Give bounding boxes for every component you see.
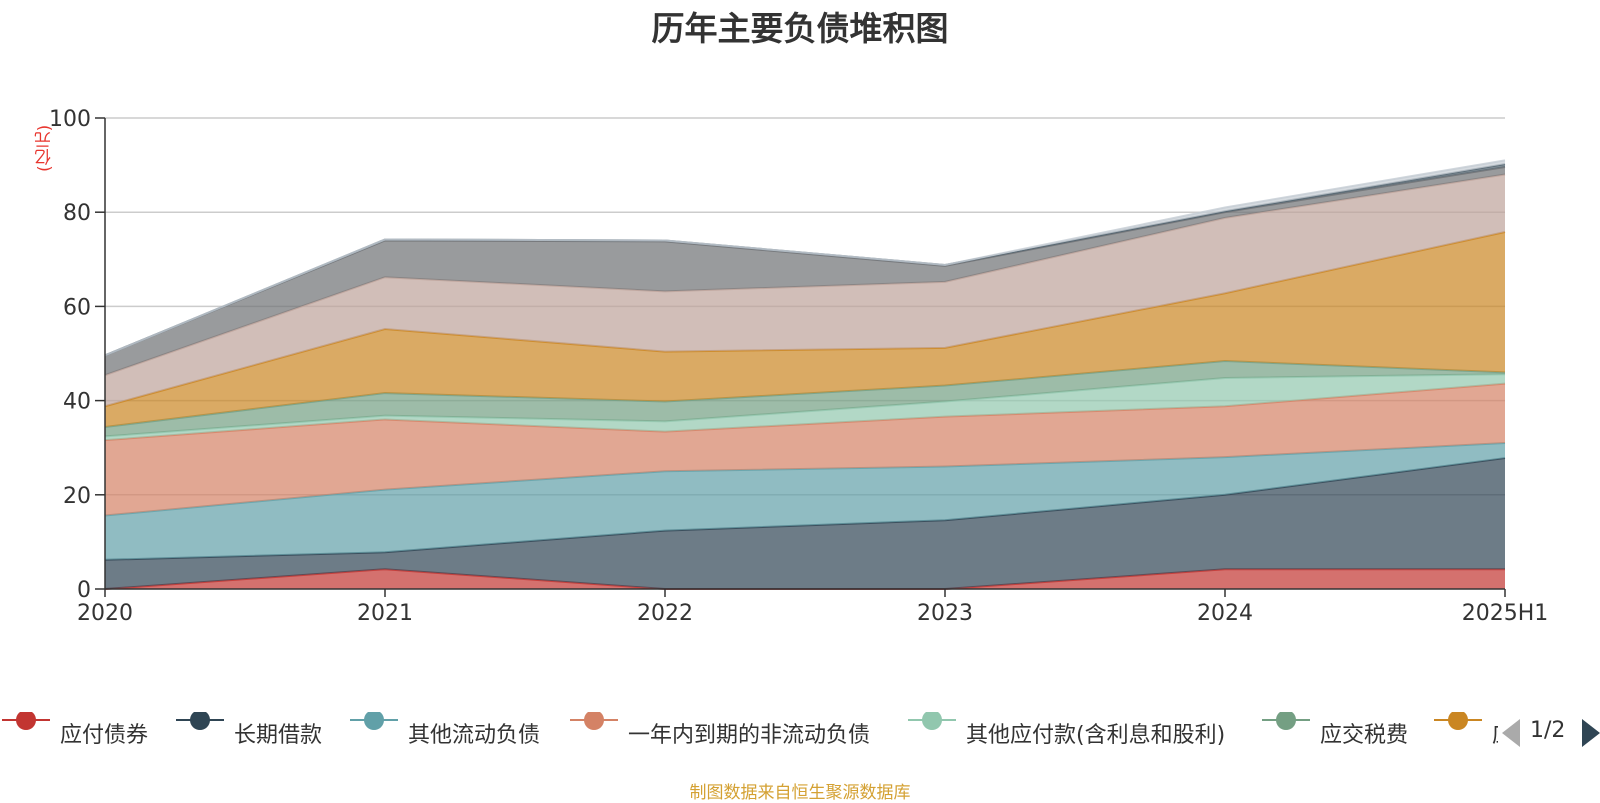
- legend-page-indicator: 1/2: [1530, 718, 1566, 743]
- legend-marker-icon: [570, 712, 618, 730]
- legend-marker-icon: [350, 712, 398, 730]
- legend-marker-dot: [1276, 712, 1296, 730]
- legend-label: 其他流动负债: [408, 723, 541, 748]
- x-axis-tick-label: 2024: [1197, 601, 1253, 626]
- legend-label: 应付账款: [1492, 717, 1498, 748]
- legend-marker-icon: [2, 712, 50, 730]
- legend-page-prev-button[interactable]: [1500, 718, 1522, 748]
- legend-label: 长期借款: [234, 723, 323, 748]
- legend-marker-icon: [908, 712, 956, 730]
- legend-marker-dot: [922, 712, 942, 730]
- legend-page-next-button[interactable]: [1580, 718, 1600, 748]
- legend-marker-dot: [16, 712, 36, 730]
- legend-label: 应付债券: [60, 723, 149, 748]
- x-axis-tick-label: 2021: [357, 601, 413, 626]
- area-series: [105, 361, 1505, 437]
- legend-marker-dot: [364, 712, 384, 730]
- legend-marker-dot: [190, 712, 210, 730]
- x-axis-tick-label: 2025H1: [1462, 601, 1549, 626]
- arrow-left-icon: [1502, 719, 1520, 747]
- legend-label: 其他应付款(含利息和股利): [966, 723, 1226, 748]
- area-series: [105, 442, 1505, 560]
- y-axis-tick-label: 80: [63, 201, 91, 226]
- area-series: [105, 174, 1505, 407]
- y-axis-tick-label: 40: [63, 390, 91, 415]
- axes: 0 20 40 60 80 100 2020 2021 2022 2023 2024 2025H1: [49, 107, 1548, 626]
- legend-marker-icon: [176, 712, 224, 730]
- x-axis-tick-label: 2020: [77, 601, 133, 626]
- stacked-areas: [104, 159, 1506, 590]
- legend-marker-dot: [1448, 712, 1468, 730]
- y-axis-tick-label: 60: [63, 295, 91, 320]
- legend-label: 应交税费: [1320, 723, 1409, 748]
- x-axis-tick-label: 2023: [917, 601, 973, 626]
- arrow-right-icon: [1582, 719, 1600, 747]
- area-series: [105, 166, 1505, 376]
- data-source-note: 制图数据来自恒生聚源数据库: [689, 783, 911, 803]
- area-series: [105, 383, 1505, 516]
- y-axis-tick-label: 20: [63, 484, 91, 509]
- legend-marker-dot: [584, 712, 604, 730]
- y-axis-tick-label: 100: [49, 107, 91, 132]
- area-series: [105, 231, 1505, 427]
- area-series: [105, 374, 1505, 441]
- legend-marker-icon: [1262, 712, 1310, 730]
- x-axis-tick-label: 2022: [637, 601, 693, 626]
- chart-title: 历年主要负债堆积图: [651, 9, 949, 48]
- area-series-line: [104, 159, 1506, 357]
- legend-marker-icon: [1434, 712, 1482, 730]
- legend-label: 一年内到期的非流动负债: [628, 723, 871, 748]
- y-axis-tick-label: 0: [77, 578, 91, 603]
- area-series: [105, 458, 1505, 589]
- chart-legend: 应付债券 长期借款 其他流动负债 一年内到期的非流动负债 其他应付款(含利息和股利) 应交…: [0, 712, 1498, 748]
